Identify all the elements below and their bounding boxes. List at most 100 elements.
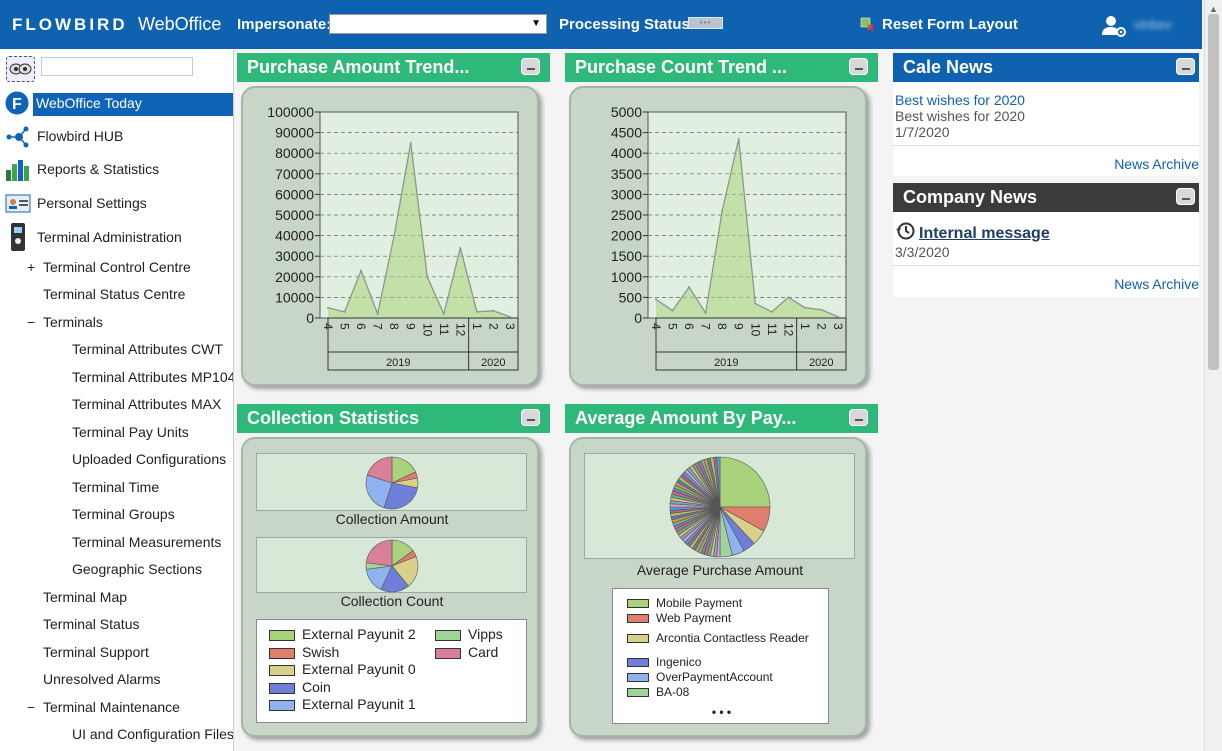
news-link[interactable]: Best wishes for 2020: [895, 92, 1025, 108]
y-tick-label: 70000: [275, 166, 314, 182]
sidebar-item-personal-settings[interactable]: Personal Settings: [0, 190, 233, 216]
sidebar-item-terminal-status-centre[interactable]: Terminal Status Centre: [0, 281, 233, 307]
page-scrollbar[interactable]: ▲: [1204, 0, 1222, 751]
processing-status-label: Processing Status: [559, 16, 690, 33]
sidebar-item-terminal-administration[interactable]: Terminal Administration: [0, 223, 233, 251]
y-tick-label: 10000: [275, 289, 314, 305]
visibility-toggle-icon[interactable]: [6, 56, 35, 82]
x-tick-label: 8: [387, 323, 401, 330]
legend-label: Web Payment: [656, 611, 732, 625]
legend-swatch: [627, 688, 649, 698]
news-link[interactable]: Internal message: [919, 225, 1050, 242]
panel-title: Company News: [903, 187, 1038, 207]
sidebar-item-terminal-pay-units[interactable]: Terminal Pay Units: [0, 419, 233, 445]
sidebar-item-ui-configuration-files[interactable]: UI and Configuration Files: [0, 721, 233, 747]
data-point: [737, 137, 740, 140]
sidebar-item-weboffice-today[interactable]: F WebOffice Today: [0, 90, 233, 116]
x-tick-label: 12: [781, 323, 795, 337]
sidebar-item-terminal-attributes-mp104[interactable]: Terminal Attributes MP104: [0, 364, 233, 390]
x-group-label: 2019: [714, 357, 738, 369]
y-tick-label: 500: [619, 289, 643, 305]
sidebar-item-terminal-attributes-max[interactable]: Terminal Attributes MAX: [0, 391, 233, 417]
sidebar-item-terminal-status[interactable]: Terminal Status: [0, 611, 233, 637]
pie-slice: [365, 474, 393, 509]
collection-panel-header: Collection Statistics: [237, 404, 550, 433]
cale-news-header: Cale News: [893, 53, 1199, 82]
sidebar-item-flowbird-hub[interactable]: Flowbird HUB: [0, 123, 233, 149]
sidebar-item-terminal-measurements[interactable]: Terminal Measurements: [0, 529, 233, 555]
sidebar-item-terminal-maintenance[interactable]: − Terminal Maintenance: [0, 694, 233, 720]
sidebar-item-label: Terminal Support: [43, 644, 149, 660]
data-point: [459, 246, 462, 249]
reset-layout-icon[interactable]: [860, 17, 874, 31]
expand-icon[interactable]: +: [27, 259, 36, 275]
sidebar-item-label: Flowbird HUB: [37, 128, 124, 144]
data-point: [343, 310, 346, 313]
data-point: [376, 312, 379, 315]
scroll-thumb[interactable]: [1208, 14, 1219, 370]
x-tick-label: 3: [831, 323, 845, 330]
terminal-icon: [11, 223, 25, 251]
news-archive-link[interactable]: News Archive: [1114, 276, 1199, 292]
sidebar-item-terminal-support[interactable]: Terminal Support: [0, 639, 233, 665]
legend-item: External Payunit 0: [269, 661, 416, 677]
brand-logo[interactable]: FLOWBIRD: [12, 15, 128, 34]
area-fill: [656, 138, 838, 318]
processing-status-indicator[interactable]: •••: [688, 17, 723, 29]
news-archive-link[interactable]: News Archive: [1114, 156, 1199, 172]
collection-count-pie: [365, 539, 419, 593]
minimize-button[interactable]: [1176, 58, 1195, 75]
app-name[interactable]: WebOffice: [138, 14, 222, 34]
sidebar-item-label: Terminal Time: [72, 479, 160, 495]
sidebar-item-unresolved-alarms[interactable]: Unresolved Alarms: [0, 666, 233, 692]
x-tick-label: 11: [765, 323, 779, 336]
impersonate-select[interactable]: ▼: [329, 14, 547, 34]
axis-table: [327, 317, 519, 371]
sidebar-search-input[interactable]: [41, 57, 193, 76]
purchase-count-panel-header: Purchase Count Trend ...: [565, 53, 878, 82]
axis-table: [655, 317, 847, 371]
minimize-button[interactable]: [1176, 188, 1195, 205]
sidebar-item-terminal-control-centre[interactable]: + Terminal Control Centre: [0, 254, 233, 280]
legend-swatch: [627, 634, 649, 644]
sidebar-item-terminals[interactable]: − Terminals: [0, 309, 233, 335]
sidebar-item-reports[interactable]: Reports & Statistics: [0, 156, 233, 182]
collection-count-pie-box: [256, 537, 527, 593]
legend-label: Ingenico: [656, 655, 702, 669]
minimize-button[interactable]: [521, 58, 540, 75]
username[interactable]: vinbev: [1134, 17, 1172, 32]
legend-item: BA-08: [627, 685, 689, 699]
sidebar-item-geographic-sections[interactable]: Geographic Sections: [0, 556, 233, 582]
collection-amount-pie-box: [256, 453, 527, 511]
data-point: [327, 306, 329, 309]
reset-layout-button[interactable]: Reset Form Layout: [882, 16, 1018, 33]
sidebar-item-terminal-time[interactable]: Terminal Time: [0, 474, 233, 500]
scroll-up-icon[interactable]: ▲: [1209, 4, 1218, 14]
collection-amount-pie: [365, 456, 419, 510]
news-text: Best wishes for 2020: [895, 108, 1025, 124]
sidebar-item-terminal-map[interactable]: Terminal Map: [0, 584, 233, 610]
legend-label: External Payunit 2: [302, 626, 416, 642]
collapse-icon[interactable]: −: [27, 314, 36, 330]
collapse-icon[interactable]: −: [27, 699, 36, 715]
user-settings-icon[interactable]: [1102, 15, 1126, 37]
sidebar-item-uploaded-configurations[interactable]: Uploaded Configurations: [0, 446, 233, 472]
data-point: [475, 310, 478, 313]
sidebar-item-terminal-attributes-cwt[interactable]: Terminal Attributes CWT: [0, 336, 233, 362]
panel-title: Average Amount By Pay...: [575, 408, 797, 428]
legend-swatch: [269, 664, 295, 676]
minimize-button[interactable]: [521, 409, 540, 426]
minimize-button[interactable]: [849, 58, 868, 75]
y-tick-label: 90000: [275, 125, 314, 141]
y-tick-label: 40000: [275, 228, 314, 244]
sidebar-item-label: Terminal Attributes CWT: [72, 341, 223, 357]
y-tick-label: 60000: [275, 186, 314, 202]
purchase-amount-panel-header: Purchase Amount Trend...: [237, 53, 550, 82]
data-point: [820, 308, 823, 311]
impersonate-label: Impersonate:: [237, 16, 332, 33]
minimize-button[interactable]: [849, 409, 868, 426]
bar-chart-icon: [6, 160, 29, 181]
legend-more-indicator[interactable]: • • •: [711, 705, 732, 719]
sidebar-item-terminal-groups[interactable]: Terminal Groups: [0, 501, 233, 527]
dropdown-arrow-icon: ▼: [531, 18, 541, 29]
